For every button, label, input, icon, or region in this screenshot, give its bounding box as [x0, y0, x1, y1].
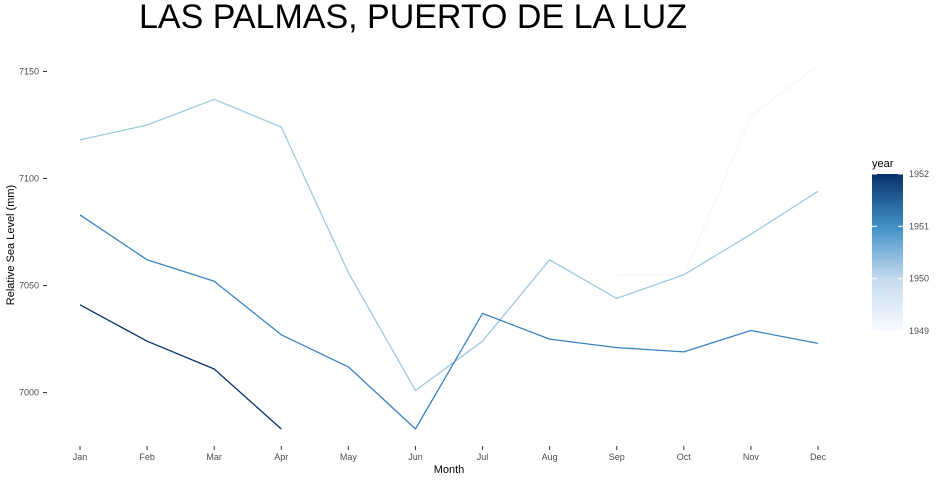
series-line-1951: [79, 214, 819, 430]
legend-tick-label: 1949: [909, 326, 929, 336]
x-axis-title: Month: [434, 464, 465, 476]
y-tick-label: 7000: [19, 388, 39, 398]
y-axis-title: Relative Sea Level (mm): [5, 185, 17, 305]
y-axis: 7000 7050 7100 7150: [19, 66, 47, 398]
y-tick-label: 7050: [19, 281, 39, 291]
series-line-1952: [79, 304, 282, 430]
legend-tick-label: 1950: [909, 274, 929, 284]
legend-tick-label: 1952: [909, 169, 929, 179]
x-tick-label: Apr: [274, 452, 288, 462]
x-tick-label: Jan: [73, 452, 88, 462]
series-line-1950: [79, 98, 819, 392]
legend-title: year: [872, 158, 894, 170]
x-tick-label: Jun: [408, 452, 423, 462]
chart-title: LAS PALMAS, PUERTO DE LA LUZ: [139, 0, 687, 36]
x-tick-label: Oct: [677, 452, 692, 462]
x-tick-label: May: [340, 452, 358, 462]
legend-tick-label: 1951: [909, 221, 929, 231]
x-tick-label: Nov: [743, 452, 760, 462]
y-tick-label: 7150: [19, 66, 39, 76]
x-tick-label: Mar: [206, 452, 222, 462]
x-tick-label: Aug: [542, 452, 558, 462]
series-line-1949: [616, 64, 819, 276]
legend: year 1949 1950 1951 1952: [872, 158, 929, 336]
x-tick-label: Jul: [477, 452, 489, 462]
x-tick-label: Feb: [139, 452, 155, 462]
series-lines: [79, 64, 819, 430]
x-tick-label: Dec: [810, 452, 827, 462]
legend-colorbar: [872, 174, 903, 331]
y-tick-label: 7100: [19, 173, 39, 183]
x-axis: Jan Feb Mar Apr May Jun Jul Aug Sep Oct Nov Dec: [73, 446, 827, 462]
x-tick-label: Sep: [609, 452, 625, 462]
